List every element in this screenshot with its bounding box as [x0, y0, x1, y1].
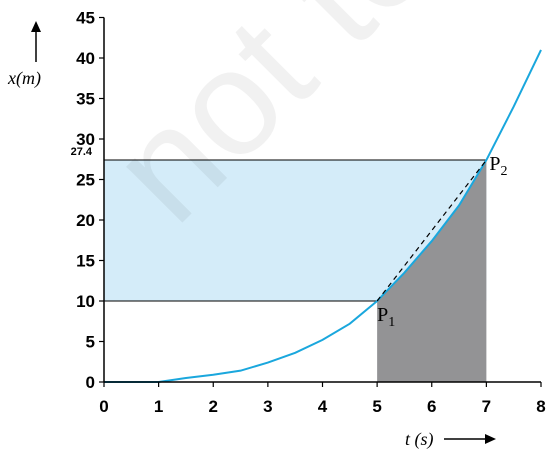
x-tick-label-2: 2 [209, 397, 218, 416]
y-tick-label-15: 15 [76, 252, 95, 271]
position-time-curve [104, 49, 542, 383]
y-axis-label: x(m) [7, 68, 41, 89]
y-tick-label-35: 35 [76, 90, 95, 109]
y-tick-label-25: 25 [76, 171, 95, 190]
point-label-p2: P2 [489, 153, 507, 179]
area-under-curve [377, 160, 487, 382]
y-tick-label-0: 0 [86, 373, 95, 392]
x-axis-arrow-head [485, 434, 496, 444]
x-tick-label-8: 8 [536, 397, 545, 416]
x-tick-label-6: 6 [427, 397, 436, 416]
x-tick-label-0: 0 [99, 397, 108, 416]
marked-y-label: 27.4 [71, 146, 93, 158]
x-tick-label-5: 5 [372, 397, 381, 416]
y-tick-label-20: 20 [76, 211, 95, 230]
fill-layer [104, 160, 487, 382]
x-tick-label-3: 3 [263, 397, 272, 416]
y-tick-label-10: 10 [76, 292, 95, 311]
x-tick-label-4: 4 [318, 397, 328, 416]
y-axis-arrow-head [31, 21, 41, 32]
x-tick-label-1: 1 [154, 397, 163, 416]
x-axis-label: t (s) [405, 429, 434, 449]
y-tick-label-5: 5 [86, 333, 95, 352]
x-tick-label-7: 7 [482, 397, 491, 416]
labels-layer: t (s) x(m) [7, 21, 496, 449]
y-tick-label-30: 30 [76, 130, 95, 149]
y-tick-label-45: 45 [76, 9, 95, 28]
y-tick-label-40: 40 [76, 49, 95, 68]
chord-p1-p2 [376, 159, 487, 302]
